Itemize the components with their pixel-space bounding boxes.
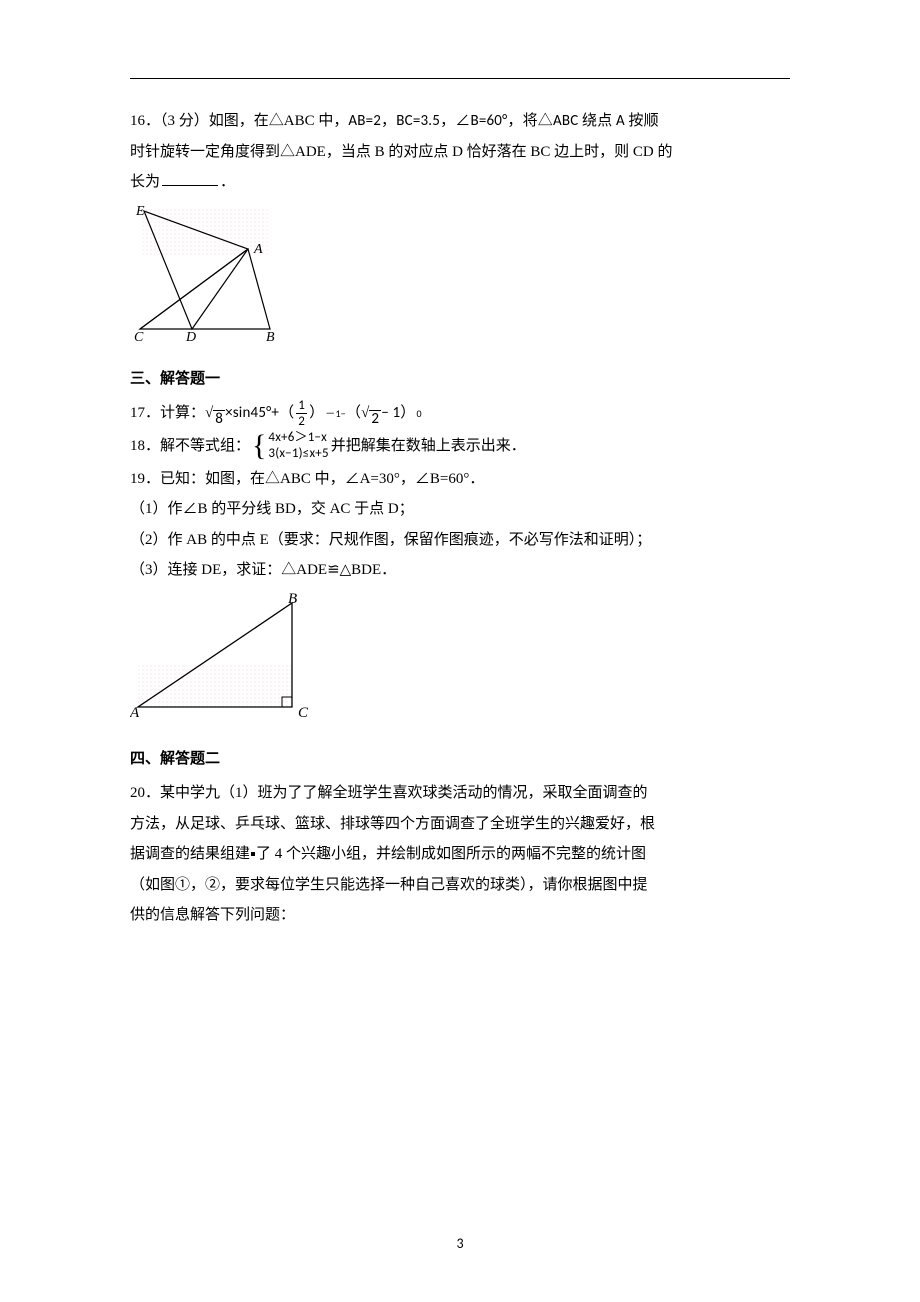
q17-times-sin: ×sin45°+（ — [225, 399, 294, 428]
q19-l1: 19．已知：如图，在△ABC 中，∠A=30°，∠B=60°． — [130, 465, 790, 494]
q17-exp0: 0 — [416, 404, 421, 423]
q16-line-ca — [140, 249, 248, 329]
q16-line2a: 时针旋转一定角度得到△ADE，当点 B 的对应点 D 恰好落在 BC 边上时，则… — [130, 144, 673, 160]
section4-title: 四、解答题二 — [130, 745, 790, 774]
q16-line2: 时针旋转一定角度得到△ADE，当点 B 的对应点 D 恰好落在 BC 边上时，则… — [130, 138, 790, 167]
q16-prefix: 16．（3 分）如图，在△ABC 中， — [130, 113, 348, 129]
q19-figure: A B C — [130, 589, 330, 723]
q16-label-d: D — [185, 330, 196, 343]
q16-triangle-abc — [140, 249, 270, 329]
q16-label-b: B — [266, 330, 275, 343]
q16-line3-text: 长为 — [130, 174, 160, 190]
q17-open2: （ — [346, 399, 361, 428]
q19-label-a: A — [130, 705, 140, 721]
q20-l3b: 了 4 个兴趣小组，并绘制成如图所示的两幅不完整的统计图 — [256, 846, 646, 862]
page: 16．（3 分）如图，在△ABC 中，AB=2，BC=3.5，∠B=60°，将△… — [0, 0, 920, 1302]
q20-l3: 据调查的结果组建了 4 个兴趣小组，并绘制成如图所示的两幅不完整的统计图 — [130, 840, 790, 869]
q20-l5: 供的信息解答下列问题： — [130, 901, 790, 930]
q17-frac-half: 1 2 — [296, 399, 307, 428]
q20-l2: 方法，从足球、乒乓球、篮球、排球等四个方面调查了全班学生的兴趣爱好，根 — [130, 810, 790, 839]
q17-label: 17．计算： — [130, 399, 205, 428]
q17-frac-den: 2 — [296, 413, 307, 428]
q17-exp1: －1− — [325, 404, 346, 423]
q20-l4: （如图①，②，要求每位学生只能选择一种自己喜欢的球类），请你根据图中提 — [130, 871, 790, 900]
q17: 17．计算： √8 ×sin45°+（ 1 2 ） －1− （ √2 − 1） … — [130, 399, 790, 428]
q18-system: { 4x+6＞1−x 3(x−1)≤x+5 — [252, 430, 329, 463]
q17-sqrt2-rad: 2 — [369, 410, 381, 428]
q17-minus1: − 1） — [381, 399, 415, 428]
q19-grid — [136, 665, 292, 709]
q16-label-a: A — [253, 242, 263, 257]
q17-sqrt8: √8 — [205, 399, 225, 428]
q17-sqrt2: √2 — [361, 399, 381, 428]
q16-seg1: AB=2，BC=3.5，∠B=60°，将△ABC 绕点 A 按顺 — [348, 112, 659, 130]
top-rule — [130, 78, 790, 79]
q17-frac-num: 1 — [296, 399, 307, 413]
q19-label-c: C — [298, 705, 309, 721]
q18-row2: 3(x−1)≤x+5 — [268, 446, 328, 462]
section3-title: 三、解答题一 — [130, 365, 790, 394]
page-number: 3 — [0, 1231, 920, 1258]
q20-l3a: 据调查的结果组建 — [130, 846, 250, 862]
bullet-icon — [251, 852, 255, 856]
q17-close1: ） — [309, 399, 324, 428]
q18-tail: 并把解集在数轴上表示出来． — [331, 432, 526, 461]
q16-figure: E A C D B — [130, 201, 282, 343]
brace-icon: { — [252, 431, 266, 461]
q16-period: ． — [220, 174, 235, 190]
q18: 18．解不等式组： { 4x+6＞1−x 3(x−1)≤x+5 并把解集在数轴上… — [130, 430, 790, 463]
q18-label: 18．解不等式组： — [130, 432, 250, 461]
q19-label-b: B — [288, 591, 297, 607]
q16-label-e: E — [135, 204, 145, 219]
q19-l2: （1）作∠B 的平分线 BD，交 AC 于点 D； — [130, 495, 790, 524]
q17-sqrt8-rad: 8 — [213, 410, 225, 428]
q16-blank — [162, 172, 218, 187]
q18-row1: 4x+6＞1−x — [268, 430, 328, 446]
q20-l1: 20．某中学九（1）班为了了解全班学生喜欢球类活动的情况，采取全面调查的 — [130, 779, 790, 808]
q16-line1: 16．（3 分）如图，在△ABC 中，AB=2，BC=3.5，∠B=60°，将△… — [130, 107, 790, 136]
q16-label-c: C — [134, 330, 144, 343]
q19-l3: （2）作 AB 的中点 E（要求：尺规作图，保留作图痕迹，不必写作法和证明）； — [130, 526, 790, 555]
q16-line3: 长为 ． — [130, 168, 790, 197]
q19-l4: （3）连接 DE，求证：△ADE≌△BDE． — [130, 556, 790, 585]
